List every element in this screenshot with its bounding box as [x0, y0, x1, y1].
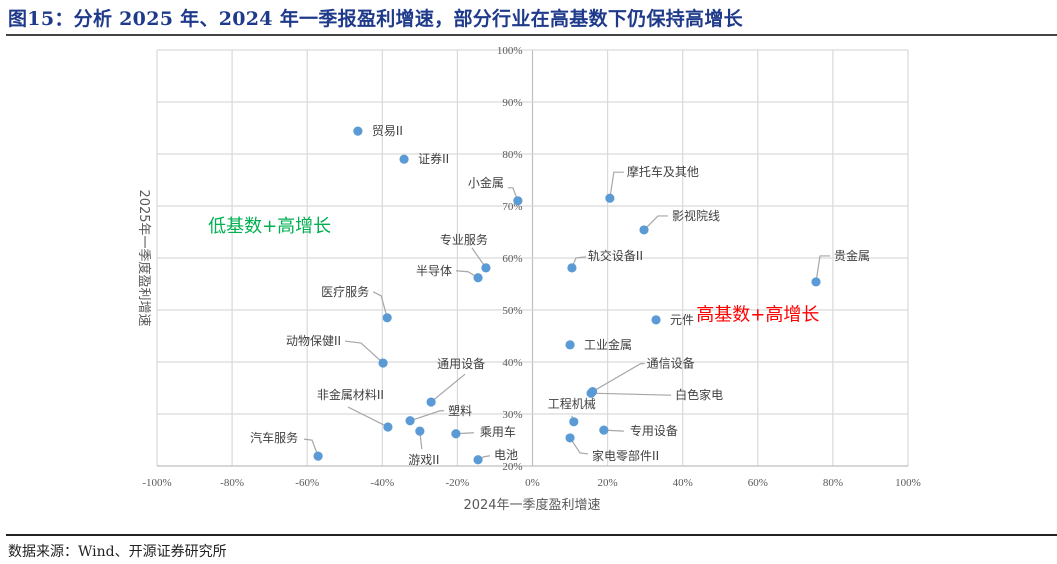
x-axis-title: 2024年一季度盈利增速	[463, 497, 600, 513]
point-label: 乘用车	[480, 424, 516, 439]
point-label: 专业服务	[440, 232, 488, 247]
point-label: 工程机械	[548, 396, 596, 411]
leader-line	[591, 392, 672, 396]
point-label: 汽车服务	[250, 430, 298, 445]
x-tick-label: -20%	[445, 477, 469, 489]
data-point	[599, 425, 609, 435]
data-point	[651, 315, 661, 325]
data-point	[426, 397, 436, 407]
leader-line	[507, 187, 519, 202]
y-tick-label: 80%	[502, 149, 522, 161]
leader-line	[643, 215, 669, 231]
data-point	[639, 225, 649, 235]
data-point	[565, 433, 575, 443]
data-point	[569, 417, 579, 427]
y-axis-title: 2025年一季度盈利增速	[136, 189, 152, 326]
point-label: 通用设备	[437, 357, 485, 371]
data-point	[513, 196, 523, 206]
leader-line	[304, 438, 319, 457]
data-point	[382, 313, 392, 323]
y-axis-ticks: 20%30%40%50%60%70%80%90%100%	[497, 45, 523, 473]
point-label: 白色家电	[675, 387, 723, 402]
low-base-high-growth-label: 低基数+高增长	[208, 216, 331, 237]
gridlines	[156, 49, 909, 467]
data-point	[567, 263, 577, 273]
point-label: 摩托车及其他	[627, 164, 699, 179]
leader-line	[609, 171, 624, 199]
data-point	[605, 193, 615, 203]
y-tick-label: 40%	[502, 357, 522, 369]
leader-line	[344, 340, 384, 364]
x-tick-label: 60%	[748, 477, 768, 489]
point-label: 电池	[494, 448, 518, 462]
point-label: 专用设备	[630, 423, 678, 438]
point-label: 塑料	[448, 403, 472, 418]
x-tick-label: -100%	[142, 477, 171, 489]
x-tick-label: 20%	[598, 477, 618, 489]
data-point	[383, 422, 393, 432]
point-label: 游戏II	[408, 453, 439, 467]
high-base-high-growth-label: 高基数+高增长	[696, 304, 819, 325]
data-point	[473, 455, 483, 465]
footer-divider	[6, 534, 1057, 536]
data-source: 数据来源：Wind、开源证券研究所	[8, 544, 227, 560]
data-point	[313, 451, 323, 461]
data-point	[353, 126, 363, 136]
figure-title: 图15：分析 2025 年、2024 年一季报盈利增速，部分行业在高基数下仍保持…	[8, 8, 743, 30]
data-point	[565, 340, 575, 350]
leader-line	[347, 406, 389, 428]
x-tick-label: 0%	[525, 477, 540, 489]
leader-line	[430, 373, 466, 403]
leader-line	[815, 255, 831, 283]
y-tick-label: 90%	[502, 97, 522, 109]
data-point	[586, 388, 596, 398]
leader-line	[372, 291, 388, 318]
title-divider	[6, 34, 1057, 36]
point-label: 动物保健II	[286, 334, 341, 348]
point-label: 影视院线	[672, 208, 720, 223]
data-point	[415, 426, 425, 436]
data-point	[378, 358, 388, 368]
point-label: 贸易II	[372, 124, 403, 138]
x-tick-label: -80%	[220, 477, 244, 489]
leader-line	[592, 363, 645, 393]
point-label: 家电零部件II	[592, 448, 659, 463]
point-label: 小金属	[468, 175, 504, 190]
point-label: 证券II	[418, 151, 449, 166]
point-label: 贵金属	[834, 248, 870, 263]
y-tick-label: 50%	[502, 305, 522, 317]
point-label: 半导体	[416, 264, 452, 278]
x-tick-label: 40%	[673, 477, 693, 489]
point-label: 医疗服务	[321, 284, 369, 299]
point-label: 通信设备	[647, 357, 695, 371]
data-point	[399, 154, 409, 164]
data-points	[313, 126, 821, 465]
data-point	[473, 273, 483, 283]
y-tick-label: 20%	[502, 461, 522, 473]
point-label: 轨交设备II	[588, 248, 643, 263]
point-label: 非金属材料II	[317, 387, 384, 402]
data-point	[405, 416, 415, 426]
x-tick-label: 100%	[895, 477, 921, 489]
y-tick-label: 30%	[502, 409, 522, 421]
x-tick-label: 80%	[823, 477, 843, 489]
data-point	[811, 277, 821, 287]
data-point	[451, 429, 461, 439]
x-axis-ticks: -100% -80% -60% -40% -20% 0% 20% 40% 60% 80% 100%	[142, 477, 921, 489]
x-tick-label: -60%	[295, 477, 319, 489]
data-point	[481, 263, 491, 273]
x-tick-label: -40%	[370, 477, 394, 489]
point-label: 元件	[670, 313, 694, 327]
y-tick-label: 60%	[502, 253, 522, 265]
leader-line	[409, 410, 445, 422]
leader-line	[569, 437, 589, 455]
point-label: 工业金属	[584, 337, 632, 352]
y-tick-label: 100%	[497, 45, 523, 57]
